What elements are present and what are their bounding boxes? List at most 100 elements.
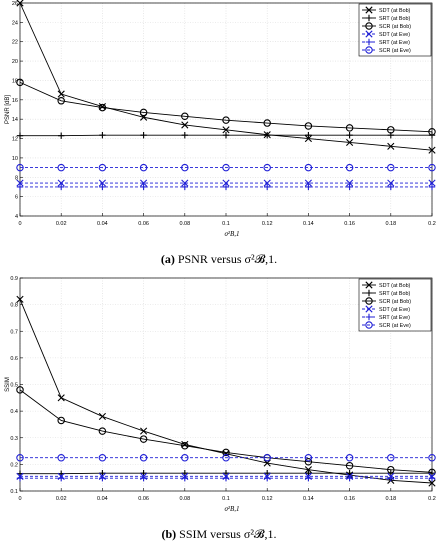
- y-tick-label: 0.9: [10, 276, 18, 282]
- data-point: [58, 183, 65, 191]
- data-point: [263, 163, 271, 172]
- data-point: [428, 475, 436, 482]
- x-tick-label: 0.06: [138, 221, 149, 227]
- data-point: [428, 128, 436, 136]
- data-point: [140, 475, 147, 482]
- data-point: [346, 179, 354, 187]
- data-point: [181, 453, 189, 462]
- x-tick-label: 0.04: [97, 496, 108, 502]
- data-point: [181, 475, 188, 482]
- data-point: [99, 475, 106, 482]
- data-point: [16, 0, 24, 7]
- data-point: [346, 475, 353, 482]
- x-tick-label: 0.18: [385, 221, 396, 227]
- y-tick-label: 0.7: [10, 329, 18, 335]
- data-point: [222, 448, 230, 457]
- data-point: [98, 103, 107, 112]
- legend-marker: [365, 313, 373, 321]
- plot-frame: [19, 2, 433, 217]
- legend-entry: SDT (at Eve): [379, 32, 410, 38]
- y-axis-label: SSIM: [5, 377, 11, 392]
- data-point: [387, 183, 394, 191]
- x-axis-label: σ²B,1: [224, 230, 239, 238]
- data-point: [428, 479, 436, 487]
- legend-entry: SRT (at Eve): [379, 315, 410, 321]
- x-tick-label: 0.12: [262, 221, 273, 227]
- x-tick-label: 0.14: [303, 221, 314, 227]
- data-point: [305, 475, 312, 482]
- data-point: [345, 163, 354, 172]
- y-tick-label: 0.8: [10, 303, 18, 309]
- legend-entry: SCR (at Bob): [379, 24, 411, 30]
- y-tick-label: 4: [15, 214, 18, 220]
- data-point: [222, 179, 230, 187]
- data-point: [139, 435, 148, 443]
- y-tick-label: 12: [12, 137, 18, 143]
- data-point: [140, 427, 148, 435]
- x-tick-label: 0.1: [222, 221, 230, 227]
- legend-marker: [365, 289, 373, 297]
- data-point: [57, 163, 65, 172]
- data-point: [264, 131, 271, 139]
- data-point: [222, 475, 230, 482]
- series-srt-at-bob: [16, 131, 436, 139]
- x-axis-label: σ²B,1: [224, 505, 239, 513]
- data-point: [305, 183, 312, 191]
- data-point: [98, 163, 107, 172]
- data-point: [304, 453, 313, 462]
- data-point: [57, 179, 65, 187]
- data-point: [222, 453, 230, 462]
- data-point: [263, 119, 271, 127]
- y-tick-label: 22: [12, 40, 18, 46]
- data-point: [387, 453, 395, 462]
- x-tick-label: 0.1: [222, 496, 230, 502]
- data-point: [387, 475, 394, 482]
- data-point: [263, 459, 271, 467]
- plot-frame: [19, 277, 433, 492]
- legend-marker: [365, 38, 373, 46]
- x-tick-label: 0: [18, 496, 21, 502]
- y-tick-label: 10: [12, 156, 18, 162]
- x-tick-label: 0.12: [262, 496, 273, 502]
- y-tick-label: 6: [15, 195, 18, 201]
- data-point: [139, 108, 148, 117]
- data-point: [139, 163, 148, 172]
- data-point: [139, 453, 148, 462]
- x-tick-label: 0.08: [179, 496, 190, 502]
- series-line: [19, 81, 433, 133]
- x-tick-label: 0.16: [344, 221, 355, 227]
- data-point: [181, 112, 189, 121]
- legend-marker: [365, 14, 373, 22]
- data-point: [16, 453, 24, 462]
- legend: SDT (at Bob) SRT (at Bob) SCR (at Bob) SDT …: [358, 278, 432, 332]
- legend-marker: [365, 46, 373, 54]
- y-tick-label: 18: [12, 78, 18, 84]
- series-srt-at-eve: [16, 183, 436, 191]
- data-point: [304, 163, 313, 172]
- data-point: [140, 131, 147, 139]
- data-point: [428, 183, 436, 191]
- data-point: [16, 475, 24, 482]
- caption-tag: (a): [160, 252, 175, 266]
- data-point: [181, 121, 189, 129]
- data-point: [345, 124, 354, 132]
- data-point: [57, 453, 65, 462]
- y-tick-label: 0.2: [10, 462, 18, 468]
- data-point: [16, 132, 24, 139]
- caption-tag: (b): [161, 527, 177, 541]
- data-point: [99, 183, 106, 191]
- data-point: [346, 138, 354, 147]
- legend-entry: SDT (at Bob): [379, 8, 411, 14]
- data-point: [305, 131, 312, 139]
- data-point: [428, 146, 436, 154]
- y-tick-label: 26: [12, 1, 18, 7]
- series-scr-at-bob: [16, 78, 436, 136]
- data-point: [57, 90, 65, 98]
- legend-marker: [365, 305, 373, 313]
- data-point: [222, 183, 230, 191]
- x-tick-label: 0.02: [56, 496, 67, 502]
- data-point: [346, 183, 353, 191]
- x-tick-label: 0.04: [97, 221, 108, 227]
- data-point: [346, 131, 353, 139]
- data-point: [99, 131, 106, 139]
